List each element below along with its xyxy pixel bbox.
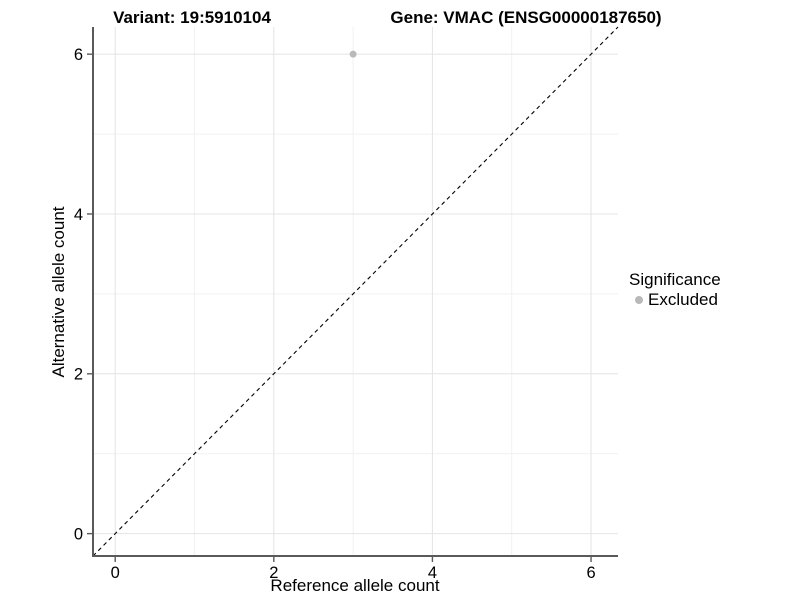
data-point [349, 50, 357, 58]
y-tick-label: 6 [74, 46, 83, 64]
gene-title: Gene: VMAC (ENSG00000187650) [390, 8, 662, 27]
legend-entry-label: Excluded [648, 290, 718, 309]
x-tick-label: 0 [111, 564, 120, 582]
panel-background [93, 27, 618, 556]
y-tick-label: 0 [74, 526, 83, 544]
legend-title: Significance [629, 270, 721, 289]
x-axis-title: Reference allele count [270, 576, 440, 595]
legend-entry-excluded: Excluded [629, 290, 721, 310]
variant-title: Variant: 19:5910104 [113, 8, 271, 27]
x-tick-label: 2 [269, 564, 278, 582]
y-axis-title: Alternative allele count [49, 206, 68, 378]
y-tick-label: 2 [74, 366, 83, 384]
y-tick-label: 4 [74, 206, 83, 224]
x-tick-label: 4 [428, 564, 437, 582]
legend: Significance Excluded [629, 270, 721, 310]
excluded-point-icon [635, 296, 643, 304]
x-tick-label: 6 [586, 564, 595, 582]
